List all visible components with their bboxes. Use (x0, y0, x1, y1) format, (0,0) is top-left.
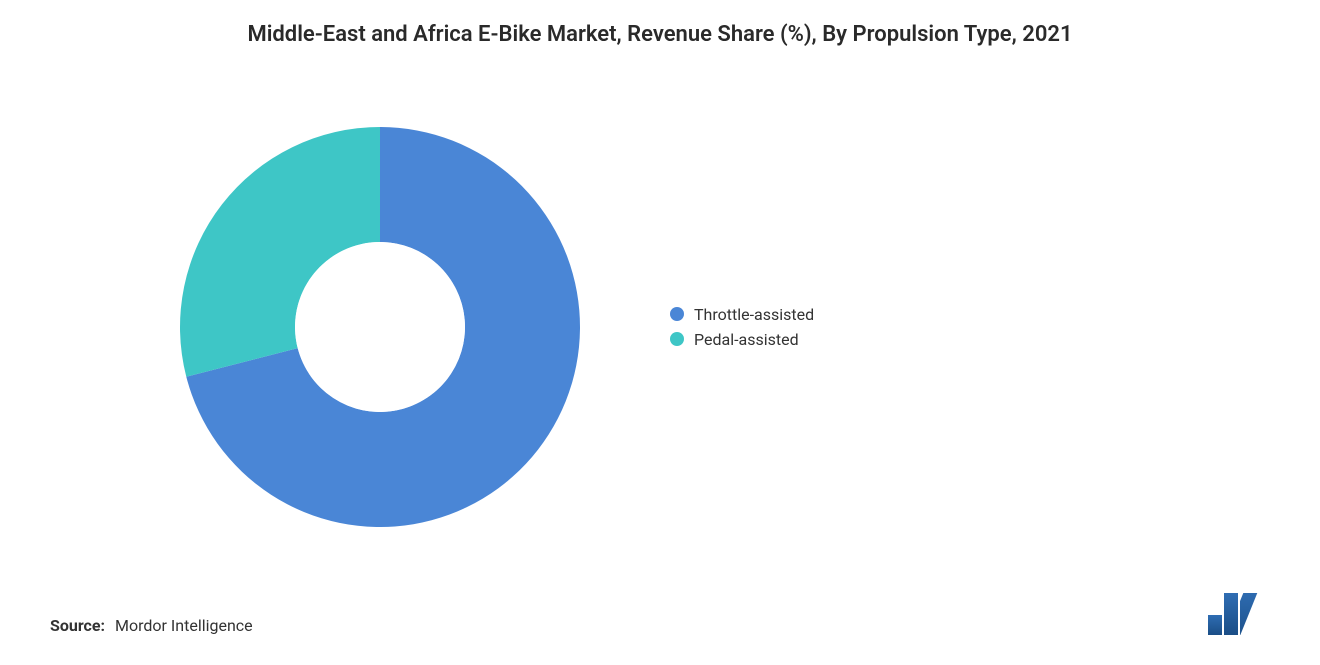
logo-bar (1208, 615, 1222, 635)
legend-swatch-icon (670, 307, 684, 321)
chart-title: Middle-East and Africa E-Bike Market, Re… (247, 20, 1072, 51)
donut-chart (170, 117, 590, 537)
source-label: Source: (50, 616, 105, 635)
chart-body: Throttle-assisted Pedal-assisted (50, 61, 1270, 593)
legend: Throttle-assisted Pedal-assisted (670, 305, 814, 349)
source-value: Mordor Intelligence (115, 616, 253, 635)
logo-bar (1224, 593, 1238, 635)
mordor-logo-icon (1208, 593, 1260, 635)
footer: Source: Mordor Intelligence (50, 593, 1270, 635)
legend-item: Throttle-assisted (670, 305, 814, 324)
legend-label: Pedal-assisted (694, 330, 799, 349)
source-line: Source: Mordor Intelligence (50, 616, 253, 635)
legend-item: Pedal-assisted (670, 330, 814, 349)
logo-slash (1240, 593, 1260, 635)
chart-container: Middle-East and Africa E-Bike Market, Re… (0, 0, 1320, 665)
donut-hole (295, 242, 465, 412)
legend-label: Throttle-assisted (694, 305, 814, 324)
legend-swatch-icon (670, 332, 684, 346)
